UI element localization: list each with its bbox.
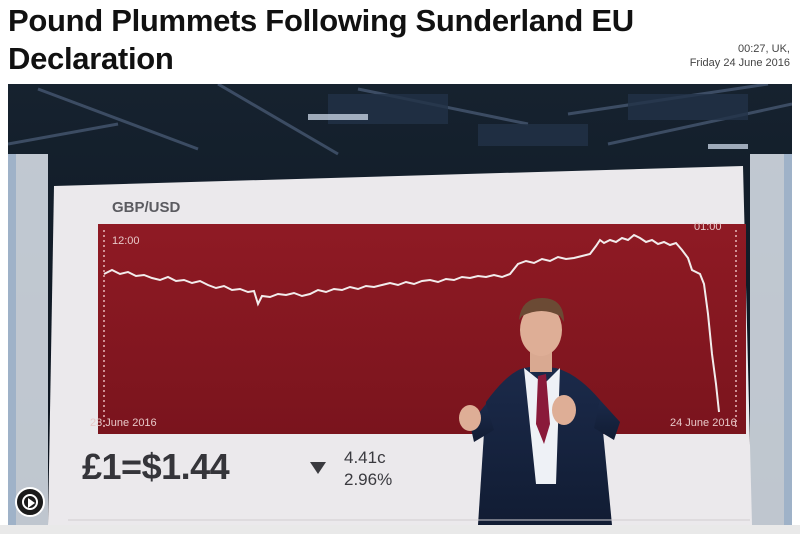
time: 00:27, UK, xyxy=(738,43,790,55)
play-ring-icon xyxy=(22,494,38,510)
date-end-label: 24 June 2016 xyxy=(670,417,737,429)
footer-bar xyxy=(0,525,800,534)
video-player[interactable]: GBP/USD 12:00 01:00 23 June 2016 24 June… xyxy=(8,84,792,525)
video-frame xyxy=(8,84,792,525)
headline: Pound Plummets Following Sunderland EU D… xyxy=(8,3,634,76)
timestamp: 00:27, UK, Friday 24 June 2016 xyxy=(690,42,790,70)
date-start-label: 23 June 2016 xyxy=(90,417,157,429)
change-cents: 4.41c xyxy=(344,448,386,467)
play-button[interactable] xyxy=(15,487,45,517)
down-arrow-icon xyxy=(310,462,326,474)
chart-area xyxy=(98,224,746,434)
date: Friday 24 June 2016 xyxy=(689,57,790,69)
chart-title: GBP/USD xyxy=(112,199,181,216)
change-percent: 2.96% xyxy=(344,470,393,489)
price-line xyxy=(103,233,720,413)
article-header: Pound Plummets Following Sunderland EU D… xyxy=(0,0,800,84)
price-readout: £1=$1.44 xyxy=(82,446,230,487)
play-icon xyxy=(28,498,35,508)
time-end-label: 01:00 xyxy=(694,221,722,233)
presenter-figure xyxy=(459,298,620,525)
time-start-label: 12:00 xyxy=(112,235,140,247)
